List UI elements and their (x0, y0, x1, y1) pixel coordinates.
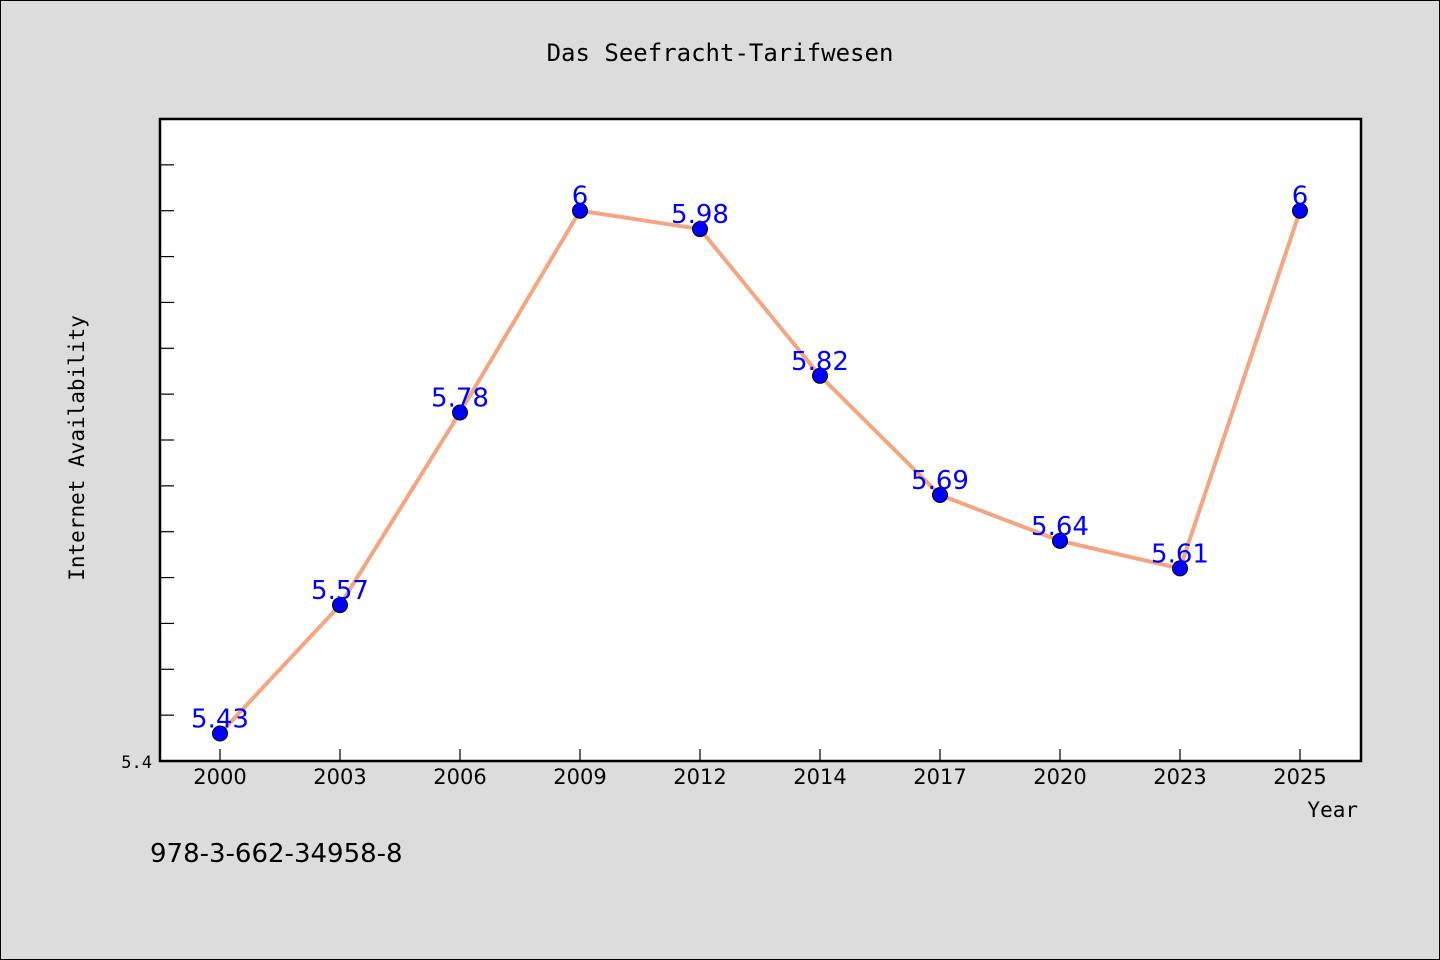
data-label: 6 (1292, 182, 1309, 212)
series-layer: 5.43 5.57 5.78 6 5.98 5.82 5.69 5.64 5.61 6 (191, 182, 1309, 742)
data-label: 5.64 (1031, 512, 1089, 542)
data-point (332, 597, 348, 614)
x-tick-label: 2006 (433, 765, 486, 789)
x-axis-ticks: 2000 2003 2006 2009 2012 2014 2017 2020 2023 2025 (193, 749, 1327, 789)
x-tick-label: 2014 (793, 765, 846, 789)
data-point (452, 404, 468, 421)
y-axis-ticks: 5.4 (121, 118, 174, 773)
x-tick-label: 2020 (1033, 765, 1086, 789)
data-label: 5.82 (791, 347, 849, 377)
isbn-text: 978-3-662-34958-8 (150, 839, 403, 869)
x-tick-label: 2000 (193, 765, 246, 789)
data-point (212, 725, 228, 742)
x-tick-label: 2009 (553, 765, 606, 789)
x-tick-label: 2023 (1153, 765, 1206, 789)
data-label: 5.61 (1151, 539, 1209, 569)
data-label: 5.98 (671, 200, 729, 230)
data-point (572, 202, 588, 219)
series-line (218, 208, 1302, 736)
data-point (932, 487, 948, 504)
data-label: 5.43 (191, 704, 249, 734)
data-label: 5.69 (911, 466, 969, 496)
data-point (1292, 202, 1308, 219)
data-point (812, 367, 828, 384)
x-tick-label: 2003 (313, 765, 366, 789)
data-point (1172, 560, 1188, 577)
data-label: 5.78 (431, 383, 489, 413)
y-tick-label: 5.4 (121, 753, 152, 773)
plot-area (158, 117, 1363, 763)
x-tick-label: 2012 (673, 765, 726, 789)
data-label: 5.57 (311, 576, 369, 606)
x-axis-label: Year (1307, 798, 1358, 822)
data-point (692, 221, 708, 238)
x-tick-label: 2017 (913, 765, 966, 789)
x-tick-label: 2025 (1273, 765, 1326, 789)
data-point (1052, 532, 1068, 549)
chart-title: Das Seefracht-Tarifwesen (547, 39, 894, 67)
y-axis-label: Internet Availability (65, 315, 89, 581)
data-label: 6 (572, 182, 589, 212)
